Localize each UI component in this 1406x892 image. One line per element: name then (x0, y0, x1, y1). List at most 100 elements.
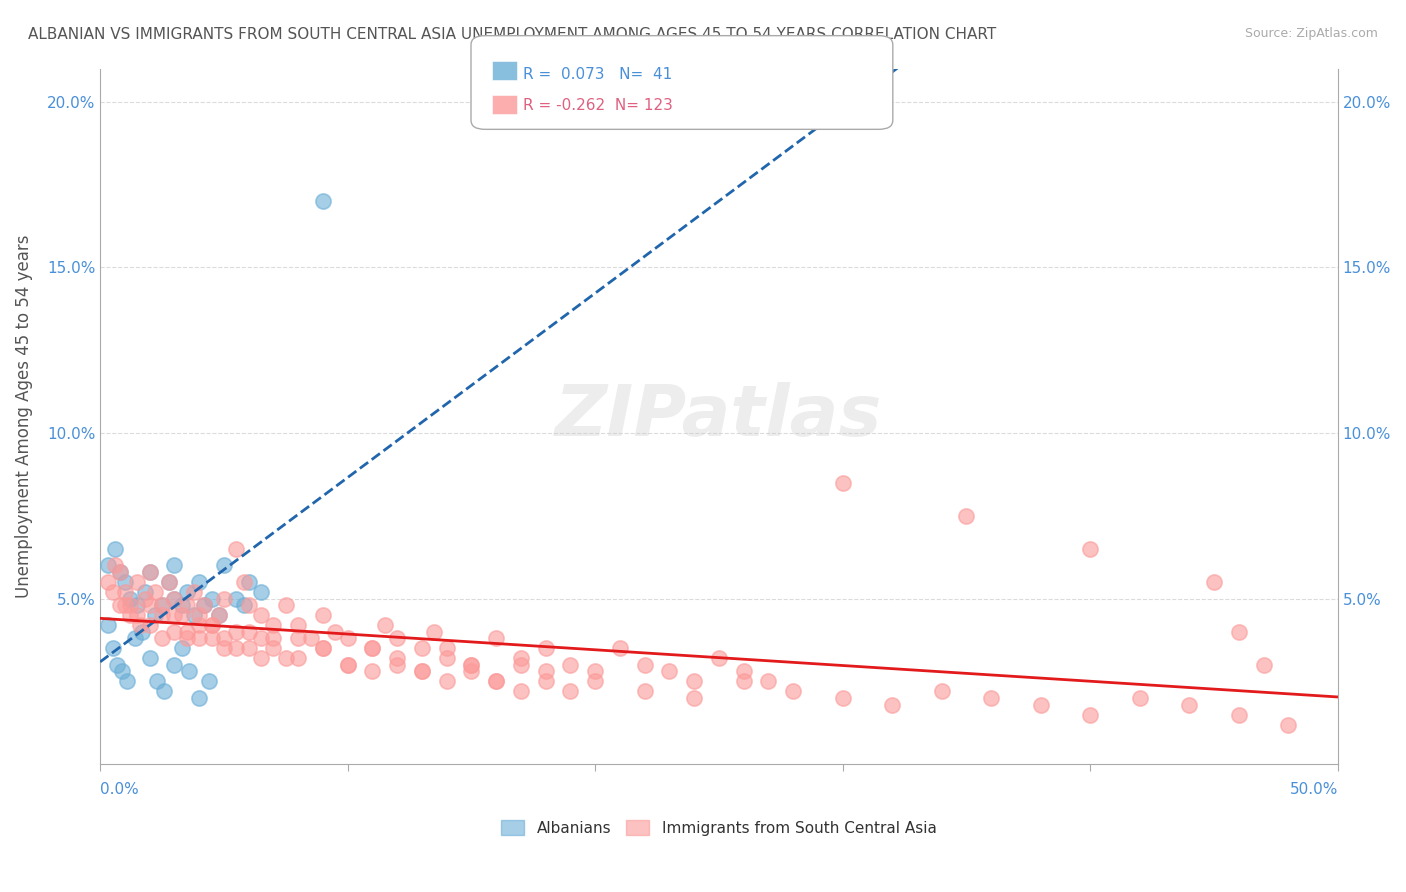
Point (188, 632, 211, 646)
Point (250, 651, 273, 665)
Point (1078, 541, 1101, 556)
Y-axis label: Unemployment Among Ages 45 to 54 years: Unemployment Among Ages 45 to 54 years (15, 235, 32, 599)
Point (200, 591, 222, 606)
Point (163, 591, 186, 606)
Point (411, 641, 433, 656)
Point (262, 641, 284, 656)
Point (238, 575, 260, 590)
Point (138, 618, 160, 632)
Point (212, 558, 235, 573)
Point (1253, 657, 1275, 672)
Point (411, 665, 433, 679)
Point (509, 684, 531, 698)
Point (436, 651, 458, 665)
Point (127, 599, 149, 613)
Point (179, 665, 201, 679)
Point (176, 632, 198, 646)
Point (336, 632, 359, 646)
Point (131, 624, 153, 639)
Text: ZIPatlas: ZIPatlas (555, 382, 883, 450)
Point (127, 608, 149, 623)
Point (274, 651, 297, 665)
Point (336, 657, 359, 672)
Point (188, 618, 211, 632)
Point (374, 618, 396, 632)
Point (193, 599, 215, 613)
Point (101, 641, 124, 656)
Point (560, 657, 582, 672)
Text: Source: ZipAtlas.com: Source: ZipAtlas.com (1244, 27, 1378, 40)
Point (931, 684, 953, 698)
Point (336, 657, 359, 672)
Point (117, 674, 139, 689)
Point (361, 641, 384, 656)
Point (955, 508, 977, 523)
Point (118, 591, 141, 606)
Point (460, 665, 482, 679)
Point (200, 632, 222, 646)
Point (176, 585, 198, 599)
Point (212, 591, 235, 606)
Point (1227, 624, 1250, 639)
Point (143, 585, 166, 599)
Point (104, 541, 127, 556)
Point (485, 632, 508, 646)
Point (138, 599, 160, 613)
Point (274, 599, 297, 613)
Text: ALBANIAN VS IMMIGRANTS FROM SOUTH CENTRAL ASIA UNEMPLOYMENT AMONG AGES 45 TO 54 : ALBANIAN VS IMMIGRANTS FROM SOUTH CENTRA… (28, 27, 997, 42)
Point (385, 657, 408, 672)
Text: R = -0.262  N= 123: R = -0.262 N= 123 (523, 98, 673, 113)
Point (183, 585, 205, 599)
Point (138, 651, 160, 665)
Point (118, 608, 141, 623)
Point (323, 624, 346, 639)
Point (193, 599, 215, 613)
Point (150, 632, 173, 646)
Point (782, 684, 804, 698)
Point (534, 665, 557, 679)
Point (212, 641, 235, 656)
Point (882, 698, 904, 712)
Point (583, 665, 606, 679)
Point (188, 608, 211, 623)
Point (312, 608, 335, 623)
Point (238, 599, 260, 613)
Point (163, 591, 186, 606)
Point (107, 657, 129, 672)
Point (143, 608, 166, 623)
Point (583, 674, 606, 689)
Point (163, 624, 186, 639)
Point (124, 632, 146, 646)
Point (262, 632, 284, 646)
Point (188, 575, 211, 590)
Legend: Albanians, Immigrants from South Central Asia: Albanians, Immigrants from South Central… (495, 814, 942, 842)
Point (436, 674, 458, 689)
Point (683, 674, 706, 689)
Point (153, 684, 176, 698)
Point (287, 618, 309, 632)
Point (1178, 698, 1201, 712)
Point (238, 624, 260, 639)
Point (609, 641, 631, 656)
Point (118, 599, 141, 613)
Point (170, 608, 193, 623)
Point (460, 657, 482, 672)
Point (225, 591, 247, 606)
Point (114, 599, 136, 613)
Point (200, 618, 222, 632)
Point (560, 684, 582, 698)
Point (534, 641, 557, 656)
Point (385, 632, 408, 646)
Point (108, 599, 131, 613)
Point (287, 632, 309, 646)
Point (250, 608, 273, 623)
Point (485, 674, 508, 689)
Point (138, 565, 160, 579)
Point (198, 674, 221, 689)
Point (159, 575, 181, 590)
Point (134, 585, 156, 599)
Point (176, 624, 198, 639)
Point (170, 599, 193, 613)
Point (108, 565, 131, 579)
Point (361, 641, 384, 656)
